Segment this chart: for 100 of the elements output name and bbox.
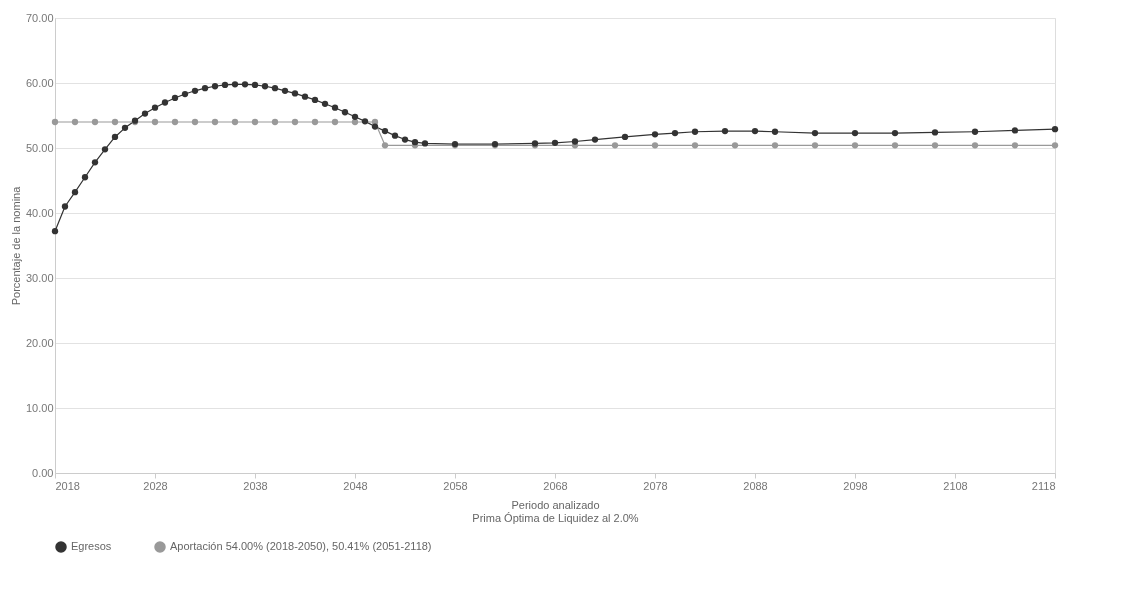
point (851, 129, 859, 137)
point (101, 146, 109, 153)
x-tick-label: 2018 (55, 479, 80, 492)
point (811, 142, 819, 149)
point (311, 118, 319, 126)
point (111, 118, 119, 126)
point (1011, 142, 1019, 149)
point (401, 136, 409, 143)
point (181, 90, 189, 98)
point (591, 136, 599, 143)
legend-label: Aportación 54.00% (2018-2050), 50.41% (2051-2118) (170, 540, 432, 552)
point (671, 129, 679, 137)
point (151, 104, 159, 111)
point (61, 203, 69, 210)
point (891, 129, 899, 137)
point (651, 131, 659, 138)
point (571, 138, 579, 145)
point (1011, 127, 1019, 134)
point (71, 189, 79, 196)
point (551, 139, 559, 146)
point (141, 110, 149, 117)
point (71, 118, 79, 126)
legend-label: Egresos (71, 540, 112, 552)
point (51, 228, 59, 235)
point (751, 127, 759, 135)
point (971, 128, 979, 135)
point (271, 85, 279, 92)
point (931, 142, 939, 149)
y-tick-label: 50.00 (25, 141, 54, 154)
point (151, 118, 159, 126)
y-tick-label: 0.00 (32, 466, 54, 479)
point (851, 142, 859, 149)
point (251, 81, 259, 89)
x-tick-label: 2068 (543, 479, 568, 492)
x-tick-label: 2108 (943, 479, 968, 492)
point (1051, 142, 1059, 149)
point (121, 124, 129, 132)
point (1051, 125, 1059, 133)
point (361, 118, 369, 125)
y-axis-title: Porcentaje de la nomina (9, 185, 22, 306)
point (91, 159, 99, 166)
point (51, 118, 59, 126)
point (731, 142, 739, 149)
point (651, 142, 659, 149)
point (381, 142, 389, 149)
point (111, 133, 119, 141)
point (691, 142, 699, 149)
point (691, 128, 699, 135)
point (891, 142, 899, 149)
x-tick-label: 2078 (643, 479, 668, 492)
point (291, 118, 299, 126)
y-tick-label: 30.00 (25, 271, 54, 284)
point (381, 127, 389, 135)
point (291, 90, 299, 97)
point (251, 118, 259, 126)
point (971, 142, 979, 149)
point (391, 132, 399, 139)
point (161, 99, 169, 106)
x-tick-label: 2088 (743, 479, 768, 492)
x-tick-label: 2038 (243, 479, 268, 492)
point (611, 142, 619, 149)
point (311, 96, 319, 104)
point (261, 83, 269, 90)
x-tick-label: 2058 (443, 479, 468, 492)
point (211, 83, 219, 90)
point (411, 138, 419, 146)
point (301, 93, 309, 100)
y-tick-label: 70.00 (25, 11, 54, 24)
point (421, 140, 429, 147)
x-tick-label: 2098 (843, 479, 868, 492)
point (621, 133, 629, 141)
x-tick-label: 2028 (143, 479, 168, 492)
text: Prima Óptima de Liquidez al 2.0% (472, 511, 639, 524)
point (221, 81, 229, 89)
point (231, 118, 239, 126)
point (281, 87, 289, 94)
y-tick-label: 60.00 (25, 76, 54, 89)
point (771, 128, 779, 135)
y-tick-label: 10.00 (25, 401, 54, 414)
point (201, 85, 209, 92)
x-axis-title: Periodo analizado (511, 498, 600, 511)
point (811, 129, 819, 137)
point (241, 81, 249, 88)
point (771, 142, 779, 149)
point (271, 118, 279, 126)
x-tick-label: 2048 (343, 479, 368, 492)
y-tick-label: 20.00 (25, 336, 54, 349)
point (231, 81, 239, 88)
point (351, 113, 359, 120)
point (321, 100, 329, 107)
x-tick-label: 2118 (1031, 479, 1056, 492)
point (91, 118, 99, 126)
point (371, 123, 379, 130)
point (931, 129, 939, 136)
point (351, 118, 359, 126)
point (341, 109, 349, 116)
y-tick-label: 40.00 (25, 206, 54, 219)
point (331, 118, 339, 126)
point (81, 174, 89, 181)
point (171, 94, 179, 102)
